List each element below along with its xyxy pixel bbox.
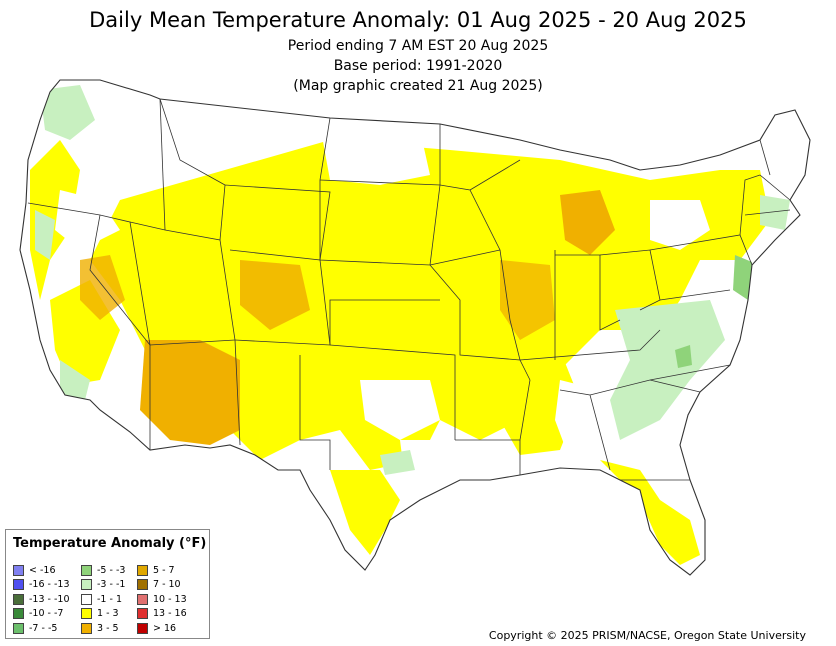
legend-grid: < -16 -16 - -13 -13 - -10 -10 - -7 -7 - -5 -5… xyxy=(13,563,201,636)
legend-swatch xyxy=(137,564,148,576)
legend-swatch xyxy=(81,608,92,620)
legend-swatch xyxy=(81,622,92,634)
legend-label: 5 - 7 xyxy=(153,564,175,576)
legend-label: 3 - 5 xyxy=(97,622,119,634)
legend-item: -1 - 1 xyxy=(81,592,137,607)
legend-label: > 16 xyxy=(153,622,177,634)
legend-item: 1 - 3 xyxy=(81,607,137,622)
base-period-subtitle: Base period: 1991-2020 xyxy=(333,58,503,74)
legend-swatch xyxy=(13,564,24,576)
legend-item: > 16 xyxy=(137,621,201,636)
legend-item: -5 - -3 xyxy=(81,563,137,578)
legend-swatch xyxy=(81,579,92,591)
legend-swatch xyxy=(13,593,24,605)
legend-swatch xyxy=(13,608,24,620)
map-title: Daily Mean Temperature Anomaly: 01 Aug 2… xyxy=(89,8,747,32)
legend-swatch xyxy=(137,579,148,591)
legend-swatch xyxy=(137,608,148,620)
legend-label: 7 - 10 xyxy=(153,579,181,591)
legend-item: -16 - -13 xyxy=(13,578,81,593)
legend-label: -16 - -13 xyxy=(29,579,70,591)
legend-swatch xyxy=(13,579,24,591)
legend-item: -3 - -1 xyxy=(81,578,137,593)
legend-label: -7 - -5 xyxy=(29,622,58,634)
legend-title: Temperature Anomaly (°F) xyxy=(13,536,207,551)
legend-swatch xyxy=(137,622,148,634)
created-subtitle: (Map graphic created 21 Aug 2025) xyxy=(293,78,543,94)
legend-swatch xyxy=(81,564,92,576)
legend-item: < -16 xyxy=(13,563,81,578)
legend-label: < -16 xyxy=(29,564,56,576)
legend-item: -13 - -10 xyxy=(13,592,81,607)
legend-item: -10 - -7 xyxy=(13,607,81,622)
legend-label: -10 - -7 xyxy=(29,608,64,620)
legend-item: 10 - 13 xyxy=(137,592,201,607)
legend-item: 13 - 16 xyxy=(137,607,201,622)
legend-label: 10 - 13 xyxy=(153,593,187,605)
legend-label: -1 - 1 xyxy=(97,593,122,605)
legend-swatch xyxy=(13,622,24,634)
legend-label: -5 - -3 xyxy=(97,564,126,576)
legend-item: 3 - 5 xyxy=(81,621,137,636)
legend-swatch xyxy=(137,593,148,605)
legend-box: Temperature Anomaly (°F) < -16 -16 - -13 -… xyxy=(5,529,210,639)
legend-label: 13 - 16 xyxy=(153,608,187,620)
legend-item: -7 - -5 xyxy=(13,621,81,636)
legend-item: 7 - 10 xyxy=(137,578,201,593)
legend-swatch xyxy=(81,593,92,605)
state-boundaries xyxy=(19,79,811,576)
legend-label: -13 - -10 xyxy=(29,593,70,605)
copyright-text: Copyright © 2025 PRISM/NACSE, Oregon Sta… xyxy=(488,629,806,642)
legend-label: -3 - -1 xyxy=(97,579,126,591)
legend-item: 5 - 7 xyxy=(137,563,201,578)
period-subtitle: Period ending 7 AM EST 20 Aug 2025 xyxy=(287,38,549,54)
legend-label: 1 - 3 xyxy=(97,608,119,620)
